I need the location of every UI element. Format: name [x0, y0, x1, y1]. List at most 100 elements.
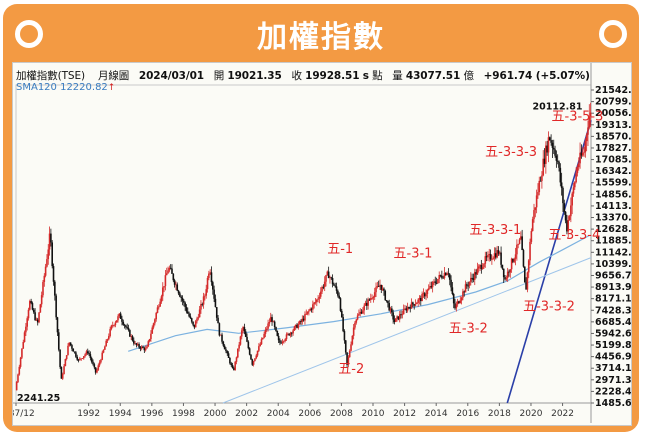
candle-body: [306, 311, 309, 314]
candle-body: [63, 366, 65, 375]
candle-body: [396, 316, 398, 319]
candle-body: [344, 340, 347, 353]
candle-body: [117, 316, 119, 321]
candle-body: [535, 195, 538, 208]
candle-body: [168, 267, 171, 271]
candle-body: [383, 288, 385, 291]
candle-body: [114, 322, 117, 326]
candle-body: [355, 319, 358, 323]
volume-label: 量: [392, 70, 403, 82]
candle-body: [350, 344, 352, 351]
candle-body: [223, 345, 226, 350]
candle-body: [571, 193, 573, 206]
y-tick-label: 5942.64: [595, 328, 631, 339]
candle-body: [521, 236, 523, 251]
candle-body: [346, 352, 348, 365]
candle-body: [160, 296, 163, 302]
candle-body: [176, 284, 179, 291]
candle-body: [144, 348, 147, 351]
candle-body: [392, 312, 394, 320]
candle-body: [470, 277, 472, 282]
candle-body: [489, 253, 492, 260]
candle-body: [330, 277, 333, 279]
candle-body: [64, 359, 67, 367]
candle-body: [215, 307, 218, 318]
candle-body: [391, 308, 393, 313]
candle-body: [508, 271, 510, 273]
candle-body: [333, 284, 335, 286]
candle-body: [375, 287, 377, 293]
candle-body: [123, 324, 126, 326]
chart-title: 加權指數: [257, 20, 385, 55]
candle-body: [475, 272, 477, 275]
candle-body: [173, 280, 176, 285]
candle-body: [487, 254, 489, 258]
candle-body: [398, 314, 401, 320]
candle-body: [251, 359, 254, 365]
candle-body: [82, 356, 85, 359]
candle-body: [284, 339, 287, 341]
wave-annotation: 五-3-2: [449, 322, 488, 337]
candle-body: [148, 339, 151, 342]
candle-body: [258, 346, 260, 351]
candle-body: [154, 319, 156, 324]
candle-body: [368, 299, 371, 301]
candle-body: [577, 163, 580, 168]
y-tick-label: 5199.81: [595, 340, 631, 351]
candle-body: [239, 336, 242, 345]
volume-unit: 億: [463, 70, 474, 82]
candle-body: [101, 352, 104, 360]
candle-body: [84, 354, 86, 357]
candle-body: [38, 312, 40, 323]
candle-body: [77, 359, 80, 361]
candle-body: [456, 301, 459, 305]
candle-body: [496, 250, 498, 258]
x-tick-label: 1994: [109, 409, 132, 419]
candle-body: [315, 299, 318, 302]
y-tick-label: 2971.32: [595, 375, 631, 386]
sma-label: SMA120 12220.82: [16, 82, 108, 93]
open-label: 開: [213, 70, 225, 82]
candle-body: [480, 265, 483, 270]
x-tick-label: 2016: [456, 409, 479, 419]
candle-body: [256, 350, 259, 356]
candle-body: [579, 152, 581, 164]
candle-body: [466, 284, 468, 286]
candle-body: [133, 340, 135, 344]
candle-body: [247, 341, 250, 349]
candle-body: [52, 266, 55, 282]
volume-value: 43077.51: [405, 70, 461, 82]
candle-body: [109, 329, 111, 337]
candle-body: [209, 272, 211, 274]
change-value: +961.74 (+5.07%): [483, 70, 590, 82]
candle-body: [488, 253, 491, 255]
candle-body: [159, 301, 161, 307]
y-tick-label: 10399.6: [595, 259, 631, 270]
candle-body: [580, 152, 583, 156]
candle-body: [538, 180, 541, 193]
candle-body: [376, 286, 379, 288]
candle-body: [227, 353, 230, 358]
candle-body: [190, 318, 193, 322]
candle-body: [426, 290, 429, 295]
title-bar: 加權指數: [3, 4, 639, 64]
x-tick-label: 1996: [140, 409, 163, 419]
candle-body: [433, 281, 435, 283]
candle-body: [135, 343, 138, 346]
candle-body: [196, 318, 198, 322]
candle-body: [479, 265, 481, 267]
candle-body: [244, 331, 247, 337]
candle-body: [275, 327, 277, 331]
candle-body: [447, 273, 450, 275]
y-tick-label: 11885.2: [595, 236, 631, 247]
y-tick-label: 20799.2: [595, 97, 631, 108]
candle-body: [500, 252, 502, 265]
candle-body: [254, 358, 256, 362]
candle-body: [385, 300, 388, 301]
candle-body: [509, 269, 512, 273]
candle-body: [130, 336, 132, 337]
candle-body: [297, 324, 300, 328]
candle-body: [406, 306, 409, 311]
y-tick-label: 17827.9: [595, 143, 631, 154]
y-tick-label: 15599.4: [595, 178, 631, 189]
